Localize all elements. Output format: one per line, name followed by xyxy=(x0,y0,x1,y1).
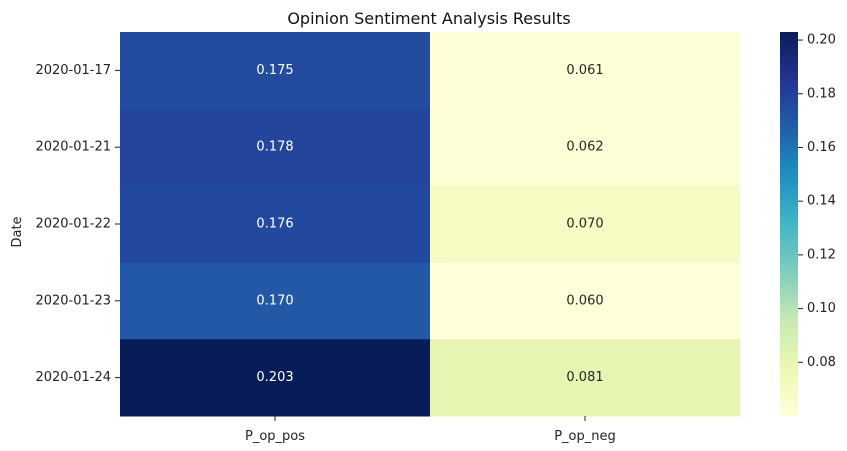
y-tick-label: 2020-01-17 xyxy=(35,63,111,78)
colorbar-tick-label: 0.16 xyxy=(807,140,836,155)
colorbar-ticks: 0.08 0.10 0.12 0.14 0.16 0.18 0.20 xyxy=(798,33,836,370)
heatmap-cell xyxy=(430,262,741,340)
colorbar-tick-label: 0.20 xyxy=(807,33,836,48)
colorbar-tick-label: 0.08 xyxy=(807,355,836,370)
cell-value-label: 0.070 xyxy=(566,217,603,232)
x-tick-label: P_op_neg xyxy=(554,429,616,444)
heatmap-cell xyxy=(120,339,431,417)
heatmap-cell xyxy=(120,262,431,340)
y-tick-label: 2020-01-21 xyxy=(35,140,111,155)
heatmap-cell xyxy=(430,108,741,187)
heatmap-cells xyxy=(120,32,741,417)
cell-value-label: 0.062 xyxy=(566,140,603,155)
x-axis-ticks: P_op_pos P_op_neg xyxy=(245,416,616,444)
cell-value-label: 0.060 xyxy=(566,293,603,308)
colorbar-tick-label: 0.12 xyxy=(807,247,836,262)
cell-value-label: 0.170 xyxy=(256,293,293,308)
colorbar-tick-label: 0.18 xyxy=(807,86,836,101)
heatmap-cell xyxy=(120,185,431,263)
heatmap-cell xyxy=(120,32,431,110)
colorbar xyxy=(780,32,798,416)
y-axis-ticks: 2020-01-17 2020-01-21 2020-01-22 2020-01-23… xyxy=(35,63,120,385)
y-axis-label: Date xyxy=(10,216,25,247)
cell-value-label: 0.178 xyxy=(256,140,293,155)
y-tick-label: 2020-01-23 xyxy=(35,293,111,308)
cell-value-label: 0.081 xyxy=(566,370,603,385)
colorbar-tick-label: 0.14 xyxy=(807,194,836,209)
heatmap-cell xyxy=(430,185,741,263)
x-tick-label: P_op_pos xyxy=(245,429,305,444)
colorbar-tick-label: 0.10 xyxy=(807,301,836,316)
heatmap-cell-labels: 0.175 0.061 0.178 0.062 0.176 0.070 0.170 0.060… xyxy=(256,63,603,385)
cell-value-label: 0.061 xyxy=(566,63,603,78)
y-tick-label: 2020-01-24 xyxy=(35,370,111,385)
heatmap-cell xyxy=(430,339,741,417)
cell-value-label: 0.176 xyxy=(256,217,293,232)
y-tick-label: 2020-01-22 xyxy=(35,217,111,232)
chart-title: Opinion Sentiment Analysis Results xyxy=(287,9,570,28)
heatmap-cell xyxy=(430,32,741,110)
heatmap-cell xyxy=(120,108,431,187)
cell-value-label: 0.175 xyxy=(256,63,293,78)
cell-value-label: 0.203 xyxy=(256,370,293,385)
